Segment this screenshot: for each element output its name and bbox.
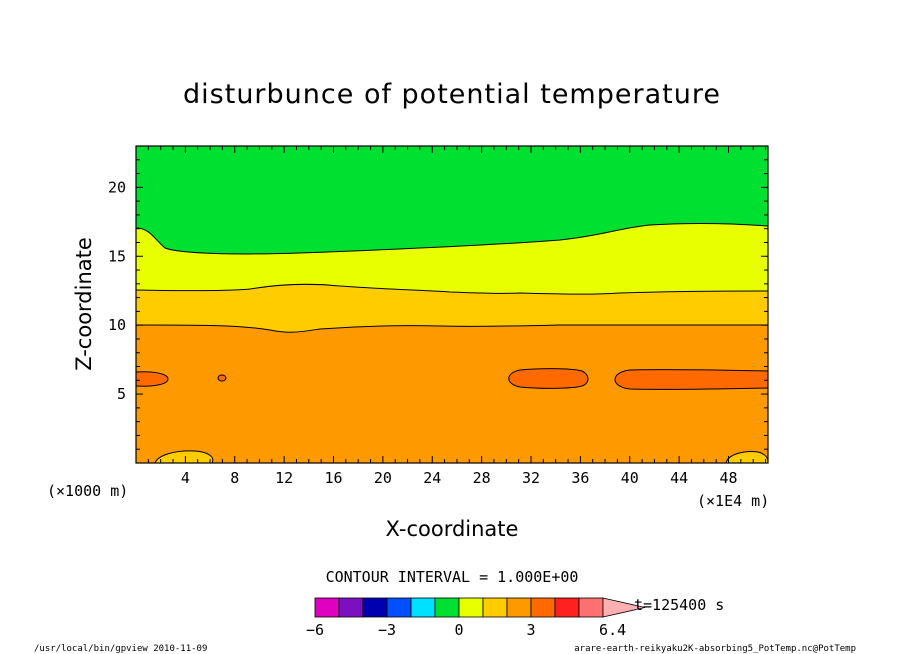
time-label: t=125400 s	[634, 596, 724, 614]
colorbar-label-4: 6.4	[599, 621, 626, 639]
x-tick-label-12: 12	[275, 469, 293, 487]
y-axis: 5 10 15 20	[108, 145, 768, 450]
colorbar-label-1: −3	[378, 621, 396, 639]
region-gold-bottom-1	[155, 450, 213, 463]
x-unit-left: (×1000 m)	[47, 482, 128, 500]
x-tick-label-32: 32	[522, 469, 540, 487]
contour-line-2	[135, 283, 769, 295]
x-tick-label-16: 16	[324, 469, 342, 487]
footer-right: arare-earth-reikyaku2K-absorbing5_PotTem…	[574, 644, 856, 654]
x-tick-label-20: 20	[374, 469, 392, 487]
colorbar-arrow	[602, 597, 646, 618]
x-tick-label-8: 8	[230, 469, 239, 487]
contour-lines	[135, 222, 769, 464]
colorbar-cell-9	[530, 597, 556, 618]
contour-line-3b	[154, 450, 214, 464]
region-darkorange-3	[615, 369, 768, 390]
y-tick-label-5: 5	[117, 385, 126, 403]
chart-title: disturbunce of potential temperature	[183, 79, 721, 110]
colorbar-label-0: −6	[306, 621, 324, 639]
x-tick-label-40: 40	[621, 469, 639, 487]
colorbar-cell-3	[386, 597, 412, 618]
colorbar-cell-6	[458, 597, 484, 618]
region-darkorange-2	[508, 368, 588, 389]
colorbar-cell-7	[482, 597, 508, 618]
plot-frame	[135, 145, 769, 464]
contour-line-3	[135, 324, 768, 333]
x-tick-label-24: 24	[423, 469, 441, 487]
y-axis-title: Z-coordinate	[72, 237, 96, 371]
colorbar-cell-1	[338, 597, 364, 618]
contour-line-4d	[217, 374, 227, 382]
y-tick-label-10: 10	[108, 316, 126, 334]
colorbar: −6 −3 0 3 6.4	[306, 597, 646, 639]
contour-line-4a	[135, 371, 169, 387]
x-tick-label-44: 44	[670, 469, 688, 487]
plot-area	[135, 145, 769, 464]
x-unit-right: (×1E4 m)	[697, 492, 769, 510]
x-tick-label-48: 48	[719, 469, 737, 487]
x-tick-label-36: 36	[571, 469, 589, 487]
y-tick-label-20: 20	[108, 178, 126, 196]
contour-line-3c	[725, 451, 769, 464]
y-tick-label-15: 15	[108, 247, 126, 265]
contour-line-4b	[508, 368, 589, 389]
colorbar-cell-11	[578, 597, 604, 618]
colorbar-cell-5	[434, 597, 460, 618]
colorbar-label-2: 0	[454, 621, 463, 639]
colorbar-label-3: 3	[526, 621, 535, 639]
region-darkorange-1	[136, 371, 168, 387]
contour-interval-label: CONTOUR INTERVAL = 1.000E+00	[326, 568, 579, 586]
colorbar-cell-4	[410, 597, 436, 618]
region-orange	[136, 325, 768, 463]
x-axis: 4 8 12 16 20 24 28 32 36 40 44 48	[147, 146, 767, 487]
colorbar-cell-0	[314, 597, 340, 618]
x-tick-label-28: 28	[473, 469, 491, 487]
contour-line-4c	[614, 369, 769, 390]
region-gold-bottom-2	[726, 451, 768, 463]
colorbar-cell-10	[554, 597, 580, 618]
contour-line-1	[135, 222, 769, 255]
footer-left: /usr/local/bin/gpview 2010-11-09	[34, 644, 207, 654]
colorbar-cell-2	[362, 597, 388, 618]
colorbar-cell-8	[506, 597, 532, 618]
x-tick-label-4: 4	[181, 469, 190, 487]
x-axis-title: X-coordinate	[386, 517, 519, 541]
region-darkorange-dot	[218, 375, 226, 381]
